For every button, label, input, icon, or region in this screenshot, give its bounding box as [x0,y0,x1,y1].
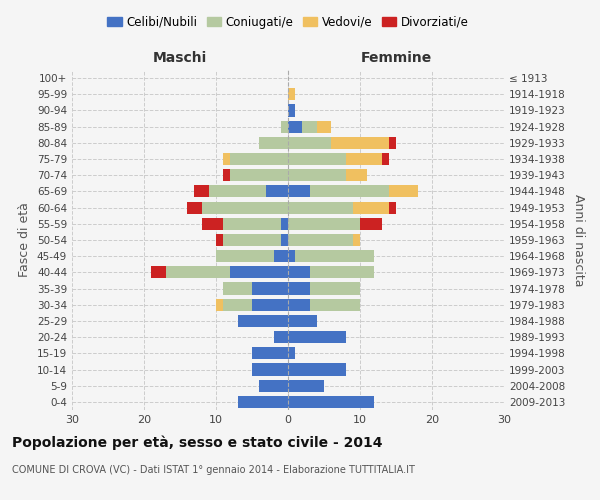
Bar [288,169,346,181]
Bar [288,250,295,262]
Bar [288,396,374,408]
Text: COMUNE DI CROVA (VC) - Dati ISTAT 1° gennaio 2014 - Elaborazione TUTTITALIA.IT: COMUNE DI CROVA (VC) - Dati ISTAT 1° gen… [12,465,415,475]
Bar [346,153,382,165]
Bar [281,234,288,246]
Bar [209,186,266,198]
Bar [288,348,295,360]
Bar [288,266,310,278]
Bar [288,137,331,149]
Legend: Celibi/Nubili, Coniugati/e, Vedovi/e, Divorziati/e: Celibi/Nubili, Coniugati/e, Vedovi/e, Di… [103,11,473,34]
Bar [223,234,281,246]
Bar [288,298,310,311]
Bar [238,315,288,327]
Bar [389,186,418,198]
Bar [194,186,209,198]
Bar [151,266,166,278]
Bar [230,266,288,278]
Bar [389,137,396,149]
Bar [252,282,288,294]
Bar [216,298,223,311]
Bar [288,331,346,343]
Bar [223,153,230,165]
Y-axis label: Anni di nascita: Anni di nascita [572,194,585,286]
Bar [310,186,389,198]
Bar [216,234,223,246]
Bar [389,202,396,213]
Bar [223,218,281,230]
Bar [223,298,252,311]
Bar [187,202,202,213]
Bar [346,169,367,181]
Y-axis label: Fasce di età: Fasce di età [19,202,31,278]
Bar [288,202,353,213]
Bar [288,282,310,294]
Bar [266,186,288,198]
Bar [230,153,288,165]
Bar [223,282,252,294]
Bar [281,120,288,132]
Bar [281,218,288,230]
Bar [302,120,317,132]
Bar [238,396,288,408]
Bar [288,88,295,101]
Bar [310,266,374,278]
Bar [382,153,389,165]
Bar [353,202,389,213]
Bar [288,120,302,132]
Bar [288,218,360,230]
Text: Femmine: Femmine [361,51,431,65]
Bar [331,137,389,149]
Bar [288,380,324,392]
Text: Maschi: Maschi [153,51,207,65]
Bar [252,364,288,376]
Bar [295,250,374,262]
Bar [230,169,288,181]
Bar [274,331,288,343]
Bar [353,234,360,246]
Bar [274,250,288,262]
Bar [310,282,360,294]
Bar [317,120,331,132]
Bar [288,153,346,165]
Bar [288,315,317,327]
Bar [288,364,346,376]
Bar [223,169,230,181]
Bar [202,218,223,230]
Bar [288,104,295,117]
Bar [216,250,274,262]
Bar [259,380,288,392]
Bar [288,234,353,246]
Text: Popolazione per età, sesso e stato civile - 2014: Popolazione per età, sesso e stato civil… [12,435,383,450]
Bar [288,186,310,198]
Bar [252,348,288,360]
Bar [202,202,288,213]
Bar [360,218,382,230]
Bar [259,137,288,149]
Bar [166,266,230,278]
Bar [310,298,360,311]
Bar [252,298,288,311]
